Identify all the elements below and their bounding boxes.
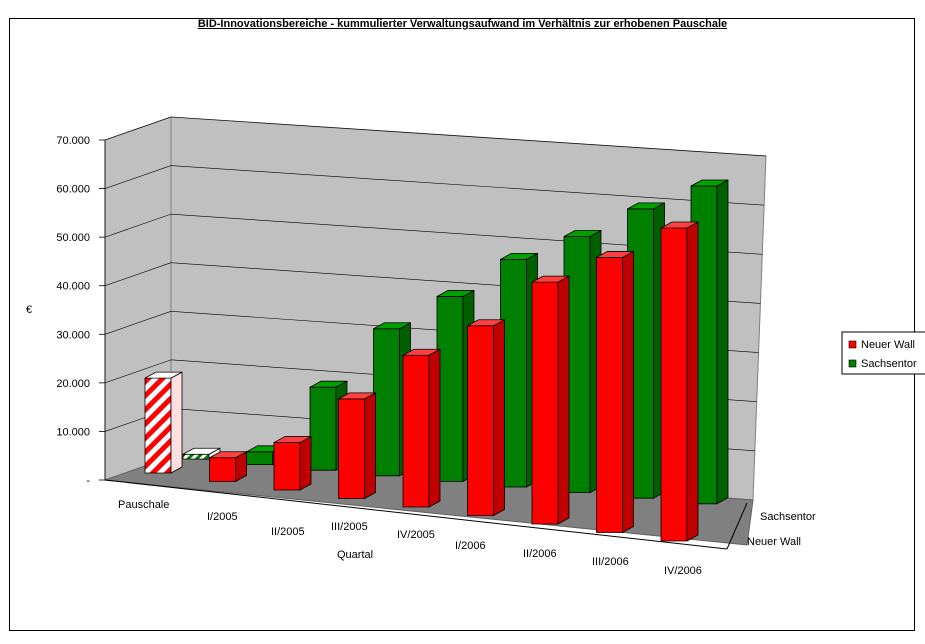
bar-neuer-wall: [402, 348, 441, 508]
x-axis-title: Quartal: [337, 549, 373, 561]
bar-neuer-wall: [144, 371, 183, 474]
floor-right-edge: [726, 502, 748, 550]
y-axis-title: €: [26, 304, 32, 316]
x-tick-label: IV/2006: [664, 565, 702, 577]
x-tick-label: III/2006: [592, 556, 629, 568]
gridline: [104, 359, 172, 384]
x-tick-label: I/2006: [455, 540, 486, 552]
gridline: [104, 311, 172, 335]
x-axis-labels: Pauschale I/2005 II/2005 III/2005 IV/2005 I/2…: [118, 499, 702, 577]
gridline: [170, 116, 767, 157]
bar-neuer-wall: [660, 221, 699, 542]
gridline: [104, 116, 172, 141]
y-axis: - 10.000 20.000 30.000 40.000 50.000 60.000 70.…: [56, 135, 106, 487]
depth-label-sachsentor: Sachsentor: [760, 511, 816, 523]
y-tick-label: 40.000: [56, 281, 90, 293]
bar-neuer-wall: [531, 275, 570, 525]
depth-label-neuer-wall: Neuer Wall: [747, 536, 801, 548]
gridline: [104, 262, 172, 286]
legend-label-neuer-wall: Neuer Wall: [861, 339, 915, 351]
legend-swatch-neuer-wall: [848, 340, 857, 349]
bars: [144, 179, 729, 542]
x-tick-label: II/2006: [523, 548, 557, 560]
x-tick-label: I/2005: [207, 511, 238, 523]
y-tick-label: 60.000: [56, 184, 90, 196]
y-tick-label: 30.000: [56, 329, 90, 341]
gridline: [104, 165, 172, 189]
legend-label-sachsentor: Sachsentor: [861, 358, 917, 370]
floor-front-edge: [104, 479, 728, 550]
gridline: [104, 213, 172, 238]
bar-neuer-wall: [338, 392, 376, 500]
gridline: [170, 165, 765, 206]
y-tick-label: -: [86, 475, 90, 487]
bar-sachsentor: [182, 447, 221, 460]
bar-neuer-wall: [596, 250, 634, 534]
y-tick-label: 50.000: [56, 232, 90, 244]
legend-swatch-sachsentor: [848, 359, 857, 368]
x-tick-label: IV/2005: [397, 529, 435, 541]
chart-title: BID-Innovationsbereiche - kummulierter V…: [197, 18, 728, 30]
x-tick-label: II/2005: [271, 526, 305, 538]
bar-sachsentor: [563, 229, 602, 494]
y-tick-label: 20.000: [56, 378, 90, 390]
x-tick-label: Pauschale: [118, 499, 169, 511]
x-tick-label: III/2005: [331, 521, 368, 533]
bar-neuer-wall: [273, 435, 312, 491]
bar-neuer-wall: [467, 319, 505, 517]
legend: Neuer Wall Sachsentor: [841, 331, 925, 375]
y-tick-label: 10.000: [56, 426, 90, 438]
bar-neuer-wall: [209, 451, 247, 483]
y-tick-label: 70.000: [56, 135, 90, 147]
